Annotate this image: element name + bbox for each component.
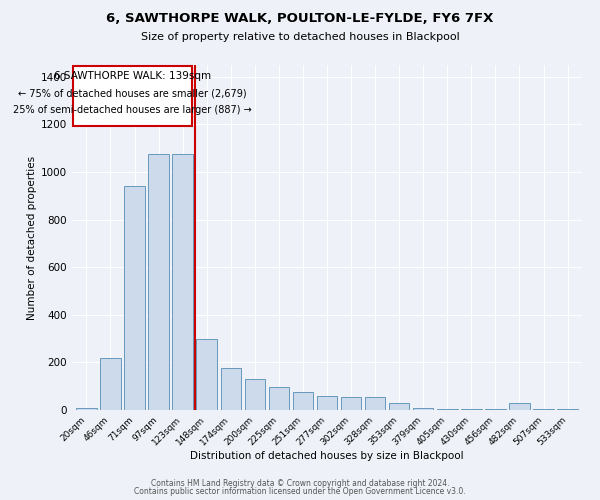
FancyBboxPatch shape [73, 66, 192, 126]
Text: 6, SAWTHORPE WALK, POULTON-LE-FYLDE, FY6 7FX: 6, SAWTHORPE WALK, POULTON-LE-FYLDE, FY6… [106, 12, 494, 26]
Bar [196, 338, 217, 410]
Text: ← 75% of detached houses are smaller (2,679): ← 75% of detached houses are smaller (2,… [19, 89, 247, 99]
Text: 6 SAWTHORPE WALK: 139sqm: 6 SAWTHORPE WALK: 139sqm [54, 71, 211, 81]
Text: 25% of semi-detached houses are larger (887) →: 25% of semi-detached houses are larger (… [13, 106, 252, 116]
Bar [124, 186, 145, 410]
Bar [245, 379, 265, 410]
Text: Contains HM Land Registry data © Crown copyright and database right 2024.: Contains HM Land Registry data © Crown c… [151, 478, 449, 488]
Bar [76, 408, 97, 410]
Bar [461, 409, 482, 410]
Bar [509, 403, 530, 410]
Text: Size of property relative to detached houses in Blackpool: Size of property relative to detached ho… [140, 32, 460, 42]
Bar [365, 397, 385, 410]
Bar [341, 397, 361, 410]
Bar [533, 409, 554, 410]
Bar [100, 358, 121, 410]
Bar [221, 368, 241, 410]
Bar [293, 392, 313, 410]
Bar [437, 409, 458, 410]
Bar [148, 154, 169, 410]
Bar [317, 396, 337, 410]
Bar [557, 409, 578, 410]
X-axis label: Distribution of detached houses by size in Blackpool: Distribution of detached houses by size … [190, 451, 464, 461]
Y-axis label: Number of detached properties: Number of detached properties [27, 156, 37, 320]
Bar [413, 408, 433, 410]
Text: Contains public sector information licensed under the Open Government Licence v3: Contains public sector information licen… [134, 487, 466, 496]
Bar [269, 388, 289, 410]
Bar [389, 403, 409, 410]
Bar [172, 154, 193, 410]
Bar [485, 409, 506, 410]
